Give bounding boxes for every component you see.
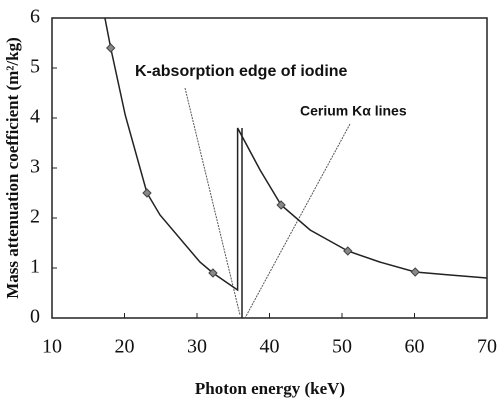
y-tick-label: 1 <box>30 256 40 278</box>
annotation: Cerium Kα lines <box>300 103 407 119</box>
x-tick-label: 70 <box>477 336 497 358</box>
marker <box>276 200 286 210</box>
y-tick-label: 2 <box>30 206 40 228</box>
x-tick-label: 60 <box>405 336 425 358</box>
marker <box>410 267 420 277</box>
x-tick-label: 10 <box>42 336 62 358</box>
x-tick-label: 30 <box>187 336 207 358</box>
y-tick-label: 3 <box>30 156 40 178</box>
line <box>104 17 488 292</box>
y-tick-label: 4 <box>30 106 40 128</box>
marker <box>142 188 152 198</box>
y-tick-label: 0 <box>30 306 40 328</box>
x-tick-label: 40 <box>260 336 280 358</box>
annotation: K-absorption edge of iodine <box>135 63 348 80</box>
x-tick-label: 50 <box>332 336 352 358</box>
y-tick-label: 5 <box>30 56 40 78</box>
x-tick-label: 20 <box>115 336 135 358</box>
marker <box>208 268 218 278</box>
x-axis-label: Photon energy (keV) <box>195 379 345 398</box>
marker <box>343 246 353 256</box>
y-axis-label: Mass attenuation coefficient (m²/kg) <box>3 37 22 298</box>
y-tick-label: 6 <box>30 6 40 28</box>
annotation-pointer <box>244 123 351 319</box>
marker <box>106 43 116 53</box>
annotation-pointer <box>184 87 241 316</box>
